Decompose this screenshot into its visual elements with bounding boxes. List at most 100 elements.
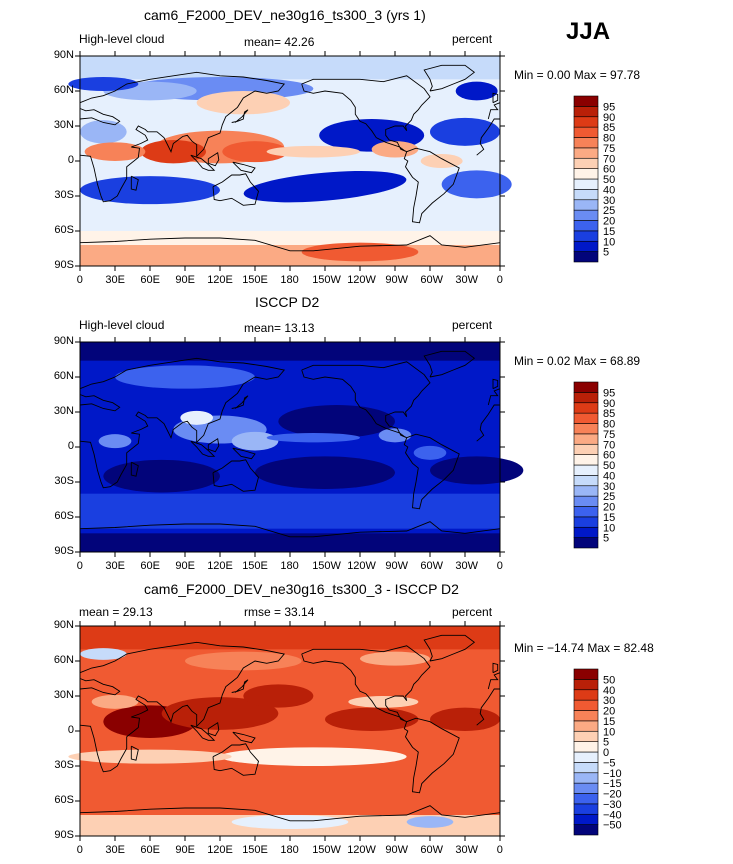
lon-tick-label: 30W xyxy=(455,560,479,572)
colorbar-label: 20 xyxy=(603,706,615,718)
lon-tick-label: 60E xyxy=(140,274,160,286)
colorbar-label: 75 xyxy=(603,143,615,155)
lon-tick-label: 180 xyxy=(280,560,299,572)
coastline-path xyxy=(487,388,501,406)
colorbar-label: −50 xyxy=(603,820,622,832)
coastline-path xyxy=(207,722,220,737)
field-polar-north xyxy=(80,56,500,80)
field-polar-south xyxy=(80,533,500,552)
coastline-path xyxy=(79,71,286,203)
panel-2-units-label: percent xyxy=(452,318,493,332)
field-satl-low xyxy=(441,170,512,199)
lat-tick-label: 90S xyxy=(54,259,74,271)
colorbar-label: 15 xyxy=(603,716,615,728)
panel-3-rmse-label: rmse = 33.14 xyxy=(244,605,315,619)
colorbar-label: 10 xyxy=(603,236,615,248)
colorbar-swatch xyxy=(573,157,599,169)
panel-2-title: ISCCP D2 xyxy=(255,294,320,310)
colorbar-label: 60 xyxy=(603,450,615,462)
field-atlantic xyxy=(430,707,500,731)
colorbar-swatch xyxy=(573,720,599,732)
colorbar-swatch xyxy=(573,824,599,836)
colorbar-label: 60 xyxy=(603,164,615,176)
coastline-path xyxy=(79,235,501,252)
lon-tick-label: 150W xyxy=(312,844,341,856)
field-antarctic-high xyxy=(301,242,419,262)
coastline-path xyxy=(487,672,501,690)
coastline-path xyxy=(301,75,431,153)
lat-tick-label: 30S xyxy=(54,759,74,771)
colorbar-swatch xyxy=(573,699,599,711)
coastline-path xyxy=(79,394,121,412)
colorbar-swatch xyxy=(573,485,599,497)
colorbar-swatch xyxy=(573,137,599,149)
colorbar-label: 25 xyxy=(603,205,615,217)
colorbar-swatch xyxy=(573,464,599,476)
colorbar-swatch xyxy=(573,730,599,742)
colorbar-label: 85 xyxy=(603,122,615,134)
lon-tick-label: 120W xyxy=(347,274,376,286)
lat-tick-label: 30S xyxy=(54,475,74,487)
field-wpac xyxy=(231,431,279,451)
colorbar-swatch xyxy=(573,689,599,701)
coastline-path xyxy=(79,521,501,538)
colorbar-label: 10 xyxy=(603,726,615,738)
colorbar-swatch xyxy=(573,116,599,128)
lon-tick-label: 30W xyxy=(455,844,479,856)
colorbar-swatch xyxy=(573,412,599,424)
lat-tick-label: 0 xyxy=(67,440,74,452)
lat-tick-label: 30N xyxy=(53,689,74,701)
colorbar-swatch xyxy=(573,475,599,487)
lon-tick-label: 90E xyxy=(175,560,195,572)
coastline-path xyxy=(231,395,249,409)
coastline-path xyxy=(232,731,256,744)
lon-tick-label: 150W xyxy=(312,274,341,286)
colorbar-label: 15 xyxy=(603,512,615,524)
lon-tick-label: 90E xyxy=(175,274,195,286)
colorbar-label: 5 xyxy=(603,533,609,545)
coastline-path xyxy=(190,440,216,457)
colorbar-swatch xyxy=(573,381,599,393)
colorbar-label: 50 xyxy=(603,174,615,186)
lon-tick-label: 0 xyxy=(496,274,503,286)
colorbar-swatch xyxy=(573,392,599,404)
colorbar-swatch xyxy=(573,402,599,414)
lon-tick-label: 150E xyxy=(242,844,268,856)
colorbar-label: 50 xyxy=(603,674,615,686)
lat-tick-label: 30N xyxy=(53,119,74,131)
colorbar-swatch xyxy=(573,423,599,435)
colorbar-label: 70 xyxy=(603,153,615,165)
coastline-path xyxy=(190,724,216,741)
colorbar-swatch xyxy=(573,710,599,722)
lon-tick-label: 0 xyxy=(496,844,503,856)
colorbar-swatch xyxy=(573,516,599,528)
coastlines xyxy=(79,64,501,252)
lon-tick-label: 30E xyxy=(105,844,125,856)
lon-tick-label: 180 xyxy=(280,844,299,856)
coastline-path xyxy=(79,641,286,773)
coastline-path xyxy=(423,634,476,662)
field-spac-low xyxy=(243,171,407,203)
lon-tick-label: 120E xyxy=(207,560,233,572)
colorbar-swatch xyxy=(573,762,599,774)
coastline-path xyxy=(403,717,460,794)
coastline-path xyxy=(492,92,499,104)
field-tibet xyxy=(180,410,213,425)
coastline-path xyxy=(231,109,249,123)
coastline-path xyxy=(79,805,501,822)
lat-tick-label: 30N xyxy=(53,405,74,417)
lon-tick-label: 150W xyxy=(312,560,341,572)
colorbar-swatch xyxy=(573,782,599,794)
colorbar-swatch xyxy=(573,168,599,180)
colorbar-label: 80 xyxy=(603,133,615,145)
colorbar-swatch xyxy=(573,772,599,784)
lat-tick-label: 90N xyxy=(53,49,74,61)
field-central-america xyxy=(378,428,412,443)
colorbar-swatch xyxy=(573,454,599,466)
lon-tick-label: 90W xyxy=(385,560,409,572)
field-siberia xyxy=(115,365,255,389)
lat-tick-label: 60S xyxy=(54,224,74,236)
coastline-path xyxy=(212,459,259,492)
colorbar-label: 25 xyxy=(603,491,615,503)
